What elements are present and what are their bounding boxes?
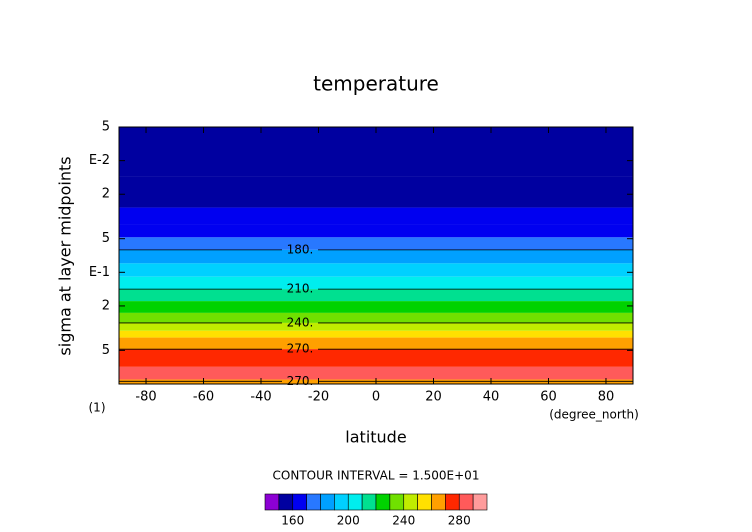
colorbar-box xyxy=(347,493,363,511)
contour-band xyxy=(119,312,633,323)
colorbar-box xyxy=(306,493,321,511)
colorbar-box xyxy=(431,493,446,511)
colorbar-box xyxy=(278,493,294,511)
contour-band xyxy=(119,366,633,380)
y-tick-label: 5 xyxy=(102,120,110,135)
contour-band xyxy=(119,224,633,238)
contour-band xyxy=(119,237,633,250)
contour-band xyxy=(119,289,633,302)
colorbar-box xyxy=(361,493,377,511)
colorbar-box xyxy=(389,493,405,511)
colorbar-tick-label: 200 xyxy=(337,514,360,528)
colorbar-box xyxy=(403,493,418,511)
colorbar-box xyxy=(320,493,335,511)
contour-band xyxy=(119,322,633,331)
colorbar-box xyxy=(458,493,474,511)
contour-band xyxy=(119,263,633,277)
contour-label: 240. xyxy=(287,315,314,329)
contour-band xyxy=(119,207,633,225)
x-tick-label: -40 xyxy=(250,390,271,405)
y-tick-label: E-2 xyxy=(89,153,110,168)
x-tick-label: -20 xyxy=(308,390,329,405)
contour-band xyxy=(119,349,633,367)
x-axis-label: latitude xyxy=(345,428,406,447)
x-tick-label: 60 xyxy=(540,390,557,405)
contour-label: 270. xyxy=(287,342,314,356)
x-tick-label: 80 xyxy=(598,390,615,405)
y-unit: (1) xyxy=(89,401,106,415)
contour-label: 210. xyxy=(287,282,314,296)
x-tick-label: -60 xyxy=(193,390,214,405)
contour-interval: CONTOUR INTERVAL = 1.500E+01 xyxy=(273,469,480,483)
contour-label: 180. xyxy=(287,242,314,256)
colorbar-box xyxy=(445,493,460,511)
x-tick-label: -80 xyxy=(135,390,156,405)
x-tick-label: 20 xyxy=(425,390,442,405)
y-tick-label: 2 xyxy=(102,298,110,313)
colorbar-tick-label: 160 xyxy=(281,514,304,528)
contour-band xyxy=(119,176,633,208)
colorbar-box xyxy=(375,493,391,511)
x-tick-label: 40 xyxy=(483,390,500,405)
colorbar-box xyxy=(334,493,349,511)
contour-band xyxy=(119,330,633,338)
colorbar-box xyxy=(264,493,280,511)
x-tick-label: 0 xyxy=(372,390,380,405)
colorbar-tick-label: 240 xyxy=(392,514,415,528)
y-tick-label: 5 xyxy=(102,343,110,358)
colorbar-tick-label: 280 xyxy=(448,514,471,528)
chart-title: temperature xyxy=(313,72,439,96)
y-tick-label: E-1 xyxy=(89,265,110,280)
y-tick-label: 5 xyxy=(102,231,110,246)
colorbar-box xyxy=(472,493,488,511)
y-axis-label: sigma at layer midpoints xyxy=(56,156,75,355)
x-unit: (degree_north) xyxy=(549,408,639,422)
contour-label: 270. xyxy=(287,374,314,388)
contour-band xyxy=(119,301,633,313)
colorbar-box xyxy=(292,493,307,511)
contour-band xyxy=(119,337,633,350)
colorbar-box xyxy=(417,493,432,511)
contour-band xyxy=(119,249,633,264)
y-tick-label: 2 xyxy=(102,187,110,202)
contour-band xyxy=(119,276,633,290)
contour-band xyxy=(119,127,633,177)
